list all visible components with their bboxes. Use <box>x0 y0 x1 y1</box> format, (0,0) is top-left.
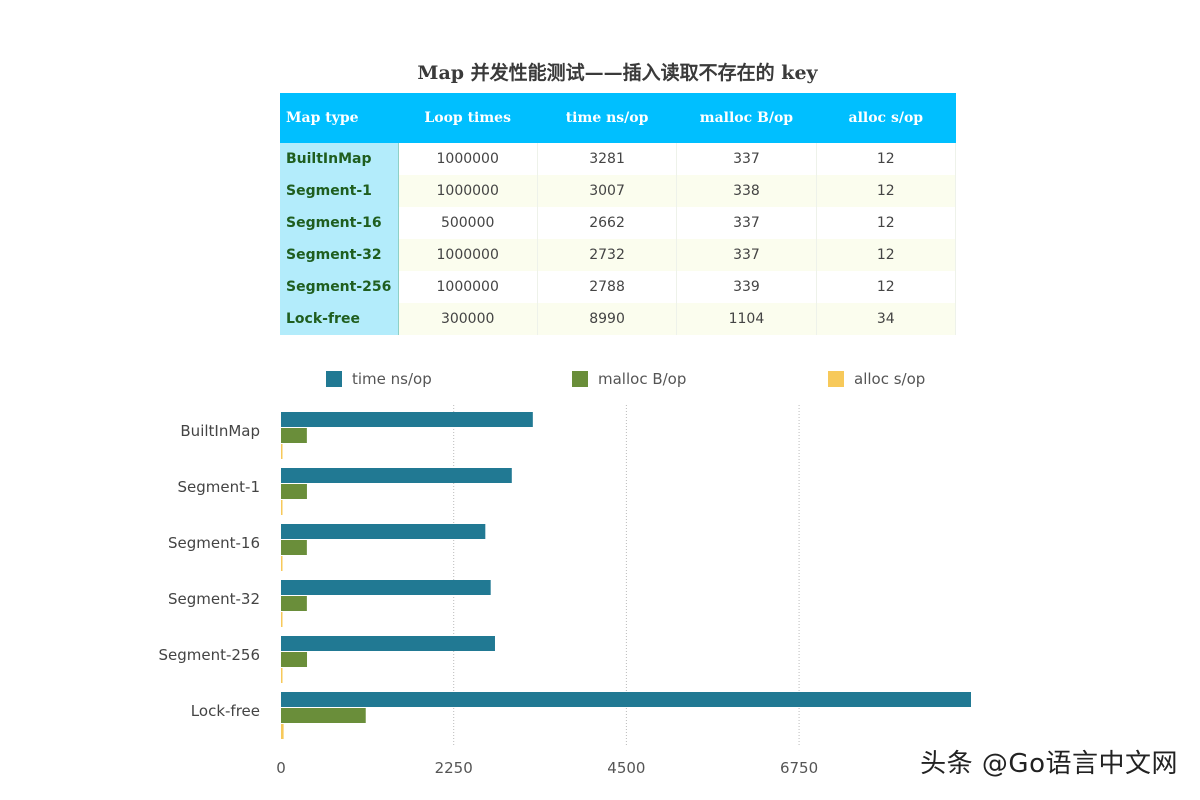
legend-swatch-time <box>326 371 342 387</box>
bar-malloc <box>281 428 307 443</box>
bar-time <box>281 468 512 483</box>
bar-time <box>281 412 533 427</box>
y-category-label: Lock-free <box>191 702 260 720</box>
chart-title: Map 并发性能测试——插入读取不存在的 key <box>417 62 818 84</box>
time-cell: 2662 <box>537 207 678 239</box>
legend-label-time: time ns/op <box>352 370 432 388</box>
malloc-cell: 337 <box>676 143 817 175</box>
table-header-row: Map type Loop times time ns/op malloc B/… <box>280 93 956 143</box>
bar-malloc <box>281 540 307 555</box>
y-category-label: Segment-16 <box>168 534 260 552</box>
y-category-label: Segment-32 <box>168 590 260 608</box>
header-malloc: malloc B/op <box>676 93 817 143</box>
table-row: Segment-256 1000000 2788 339 12 <box>280 271 957 303</box>
alloc-cell: 12 <box>816 207 957 239</box>
table-row: BuiltInMap 1000000 3281 337 12 <box>280 143 957 175</box>
time-cell: 2732 <box>537 239 678 271</box>
time-cell: 2788 <box>537 271 678 303</box>
loop-times-cell: 1000000 <box>398 239 538 271</box>
table-row: Segment-16 500000 2662 337 12 <box>280 207 957 239</box>
map-type-cell: Lock-free <box>280 303 399 335</box>
bar-alloc <box>281 444 283 459</box>
loop-times-cell: 1000000 <box>398 175 538 207</box>
time-cell: 3281 <box>537 143 678 175</box>
x-tick-label: 4500 <box>607 759 645 777</box>
alloc-cell: 12 <box>816 271 957 303</box>
alloc-cell: 12 <box>816 143 957 175</box>
map-type-cell: Segment-16 <box>280 207 399 239</box>
bar-alloc <box>281 668 283 683</box>
legend-swatch-malloc <box>572 371 588 387</box>
bar-alloc <box>281 556 283 571</box>
legend-label-malloc: malloc B/op <box>598 370 687 388</box>
bar-malloc <box>281 596 307 611</box>
malloc-cell: 1104 <box>676 303 817 335</box>
map-type-cell: Segment-32 <box>280 239 399 271</box>
bar-chart: 0 2250 4500 6750 BuiltInMap Segment-1 Segment-… <box>158 405 971 777</box>
x-tick-label: 2250 <box>435 759 473 777</box>
time-cell: 8990 <box>537 303 678 335</box>
loop-times-cell: 1000000 <box>398 271 538 303</box>
bar-time <box>281 692 971 707</box>
legend-swatch-alloc <box>828 371 844 387</box>
map-type-cell: BuiltInMap <box>280 143 399 175</box>
loop-times-cell: 500000 <box>398 207 538 239</box>
time-cell: 3007 <box>537 175 678 207</box>
map-type-cell: Segment-256 <box>280 271 399 303</box>
header-alloc: alloc s/op <box>816 93 956 143</box>
x-tick-label: 6750 <box>780 759 818 777</box>
x-tick-label: 0 <box>276 759 286 777</box>
header-time: time ns/op <box>537 93 677 143</box>
legend-item-time: time ns/op <box>326 370 432 388</box>
bar-time <box>281 636 495 651</box>
malloc-cell: 337 <box>676 239 817 271</box>
bar-malloc <box>281 484 307 499</box>
bar-time <box>281 524 486 539</box>
table-row: Segment-1 1000000 3007 338 12 <box>280 175 957 207</box>
legend-item-alloc: alloc s/op <box>828 370 925 388</box>
bar-alloc <box>281 500 283 515</box>
alloc-cell: 34 <box>816 303 957 335</box>
bar-malloc <box>281 652 308 667</box>
table-row: Lock-free 300000 8990 1104 34 <box>280 303 957 335</box>
bar-malloc <box>281 708 366 723</box>
y-category-label: Segment-256 <box>158 646 260 664</box>
table-row: Segment-32 1000000 2732 337 12 <box>280 239 957 271</box>
malloc-cell: 339 <box>676 271 817 303</box>
malloc-cell: 338 <box>676 175 817 207</box>
bar-alloc <box>281 612 283 627</box>
y-category-label: Segment-1 <box>178 478 260 496</box>
header-map-type: Map type <box>280 93 398 143</box>
legend-item-malloc: malloc B/op <box>572 370 686 388</box>
results-table: Map type Loop times time ns/op malloc B/… <box>280 93 957 335</box>
chart-legend: time ns/op malloc B/op alloc s/op <box>0 370 1200 392</box>
malloc-cell: 337 <box>676 207 817 239</box>
alloc-cell: 12 <box>816 239 957 271</box>
loop-times-cell: 1000000 <box>398 143 538 175</box>
alloc-cell: 12 <box>816 175 957 207</box>
y-category-label: BuiltInMap <box>180 422 260 440</box>
watermark-text: 头条 @Go语言中文网 <box>920 749 1178 779</box>
legend-label-alloc: alloc s/op <box>854 370 926 388</box>
header-loop-times: Loop times <box>398 93 538 143</box>
loop-times-cell: 300000 <box>398 303 538 335</box>
bar-time <box>281 580 491 595</box>
map-type-cell: Segment-1 <box>280 175 399 207</box>
bar-alloc <box>281 724 284 739</box>
